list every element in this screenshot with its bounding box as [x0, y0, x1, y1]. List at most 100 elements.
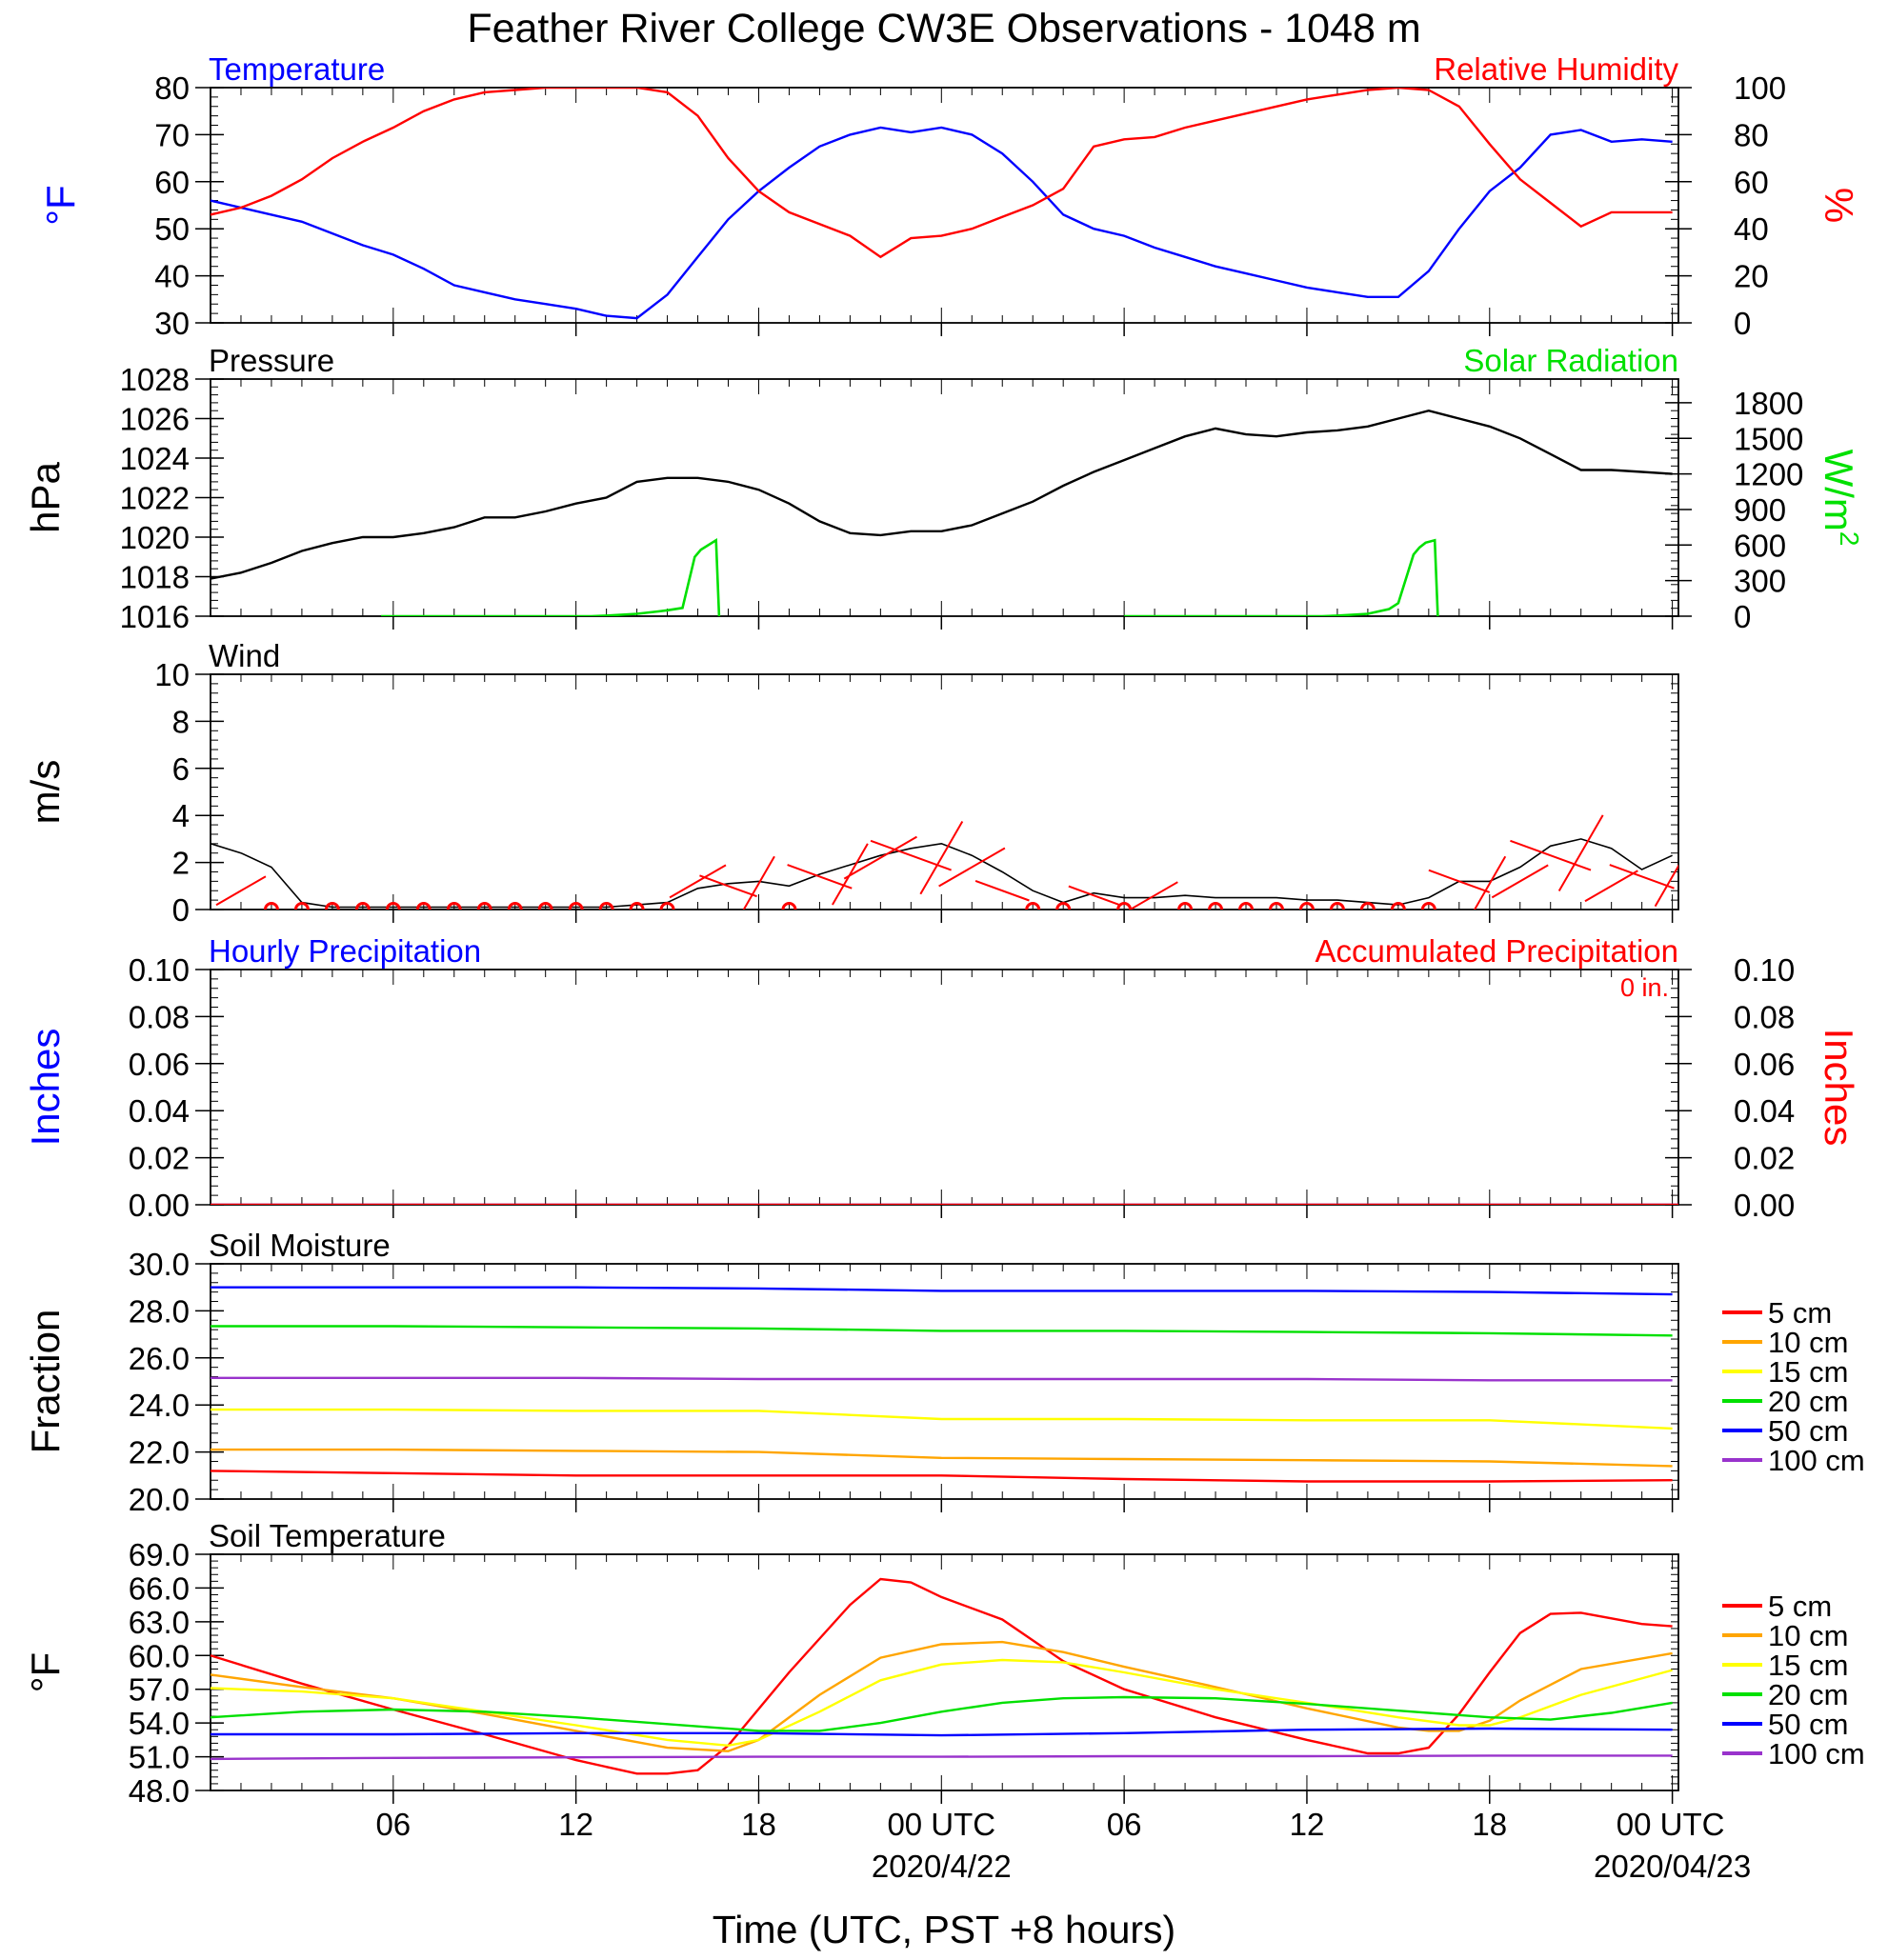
panel-title: Temperature [209, 51, 385, 87]
y-axis-label-right: % [1817, 188, 1861, 223]
y-tick-label: 28.0 [129, 1293, 190, 1329]
y-tick-label: 8 [172, 704, 190, 739]
panel-title: Soil Moisture [209, 1228, 391, 1263]
wind-barb [699, 874, 757, 898]
legend-label: 50 cm [1768, 1414, 1848, 1448]
series-line-50-cm [211, 1727, 1673, 1737]
y-axis-label-right: W/m2 [1817, 450, 1864, 547]
y-tick-label: 0.00 [129, 1188, 190, 1223]
wind-barb-calm [1390, 902, 1406, 910]
y-right-tick-label: 60 [1734, 165, 1769, 200]
wind-barb [1584, 870, 1638, 903]
y-tick-label: 1020 [120, 520, 190, 555]
y-tick-label: 40 [154, 259, 190, 294]
y-tick-label: 1018 [120, 560, 190, 595]
x-tick-label: 06 [375, 1807, 411, 1842]
wind-barb-calm [568, 902, 584, 910]
plot-frame [210, 1553, 1679, 1791]
plot-frame [210, 378, 1679, 617]
plot-frame [210, 969, 1679, 1206]
wind-barb [1654, 864, 1678, 908]
x-tick-date-label: 2020/04/23 [1594, 1849, 1751, 1884]
y-tick-label: 69.0 [129, 1537, 190, 1572]
wind-barb [1068, 885, 1119, 906]
wind-barb [974, 880, 1030, 902]
y-tick-label: 50 [154, 211, 190, 247]
plot-frame [210, 1263, 1679, 1500]
wind-barb-calm [507, 902, 523, 910]
y-right-tick-label: 20 [1734, 259, 1769, 294]
legend-label: 100 cm [1768, 1737, 1865, 1770]
panel-annotation: 0 in. [1620, 973, 1669, 1002]
y-tick-label: 20.0 [129, 1482, 190, 1517]
y-tick-label: 63.0 [129, 1605, 190, 1640]
y-tick-label: 0.08 [129, 999, 190, 1034]
y-tick-label: 26.0 [129, 1341, 190, 1376]
wind-barb-calm [781, 902, 797, 910]
panel-title: Hourly Precipitation [209, 933, 481, 969]
y-tick-label: 1022 [120, 481, 190, 516]
panel-title-right: Accumulated Precipitation [1315, 933, 1678, 969]
legend-label: 10 cm [1768, 1326, 1848, 1359]
y-tick-label: 60.0 [129, 1638, 190, 1673]
y-axis-label-right-main: % [1817, 188, 1861, 223]
series-line-wind-speed [211, 838, 1673, 909]
y-axis-label-right-sup: 2 [1835, 531, 1864, 547]
wind-barb [938, 847, 1006, 888]
series-group [211, 1577, 1673, 1775]
wind-barb [1131, 881, 1178, 910]
panel-title: Wind [209, 638, 280, 673]
y-right-tick-label: 40 [1734, 211, 1769, 247]
chart-title: Feather River College CW3E Observations … [467, 6, 1420, 51]
series-line-20-cm [211, 1695, 1673, 1732]
wind-barb [1473, 855, 1507, 910]
legend-label: 100 cm [1768, 1444, 1865, 1477]
series-group [211, 814, 1678, 910]
series-line-temperature [211, 126, 1673, 320]
y-tick-label: 10 [154, 657, 190, 692]
wind-barb-calm [385, 902, 401, 910]
y-tick-label: 0 [172, 892, 190, 928]
y-tick-label: 60 [154, 165, 190, 200]
y-right-tick-label: 0.02 [1734, 1141, 1795, 1176]
y-right-tick-label: 1500 [1734, 421, 1803, 456]
y-right-tick-label: 80 [1734, 117, 1769, 152]
wind-barb-calm [1359, 902, 1376, 910]
series-line-relative-humidity [211, 88, 1673, 259]
y-tick-label: 0.10 [129, 952, 190, 988]
y-tick-label: 1026 [120, 402, 190, 437]
series-line-5-cm [211, 1470, 1673, 1483]
y-tick-label: 2 [172, 846, 190, 881]
y-tick-label: 57.0 [129, 1672, 190, 1708]
wind-barb-calm [537, 902, 553, 910]
plot-frame [210, 673, 1679, 910]
y-right-tick-label: 0.06 [1734, 1047, 1795, 1082]
x-axis-label: Time (UTC, PST +8 hours) [713, 1908, 1175, 1951]
wind-barb-calm [1238, 902, 1255, 910]
plot-frame [210, 87, 1679, 324]
wind-barb-calm [1298, 902, 1315, 910]
y-right-tick-label: 0 [1734, 306, 1751, 341]
legend-label: 10 cm [1768, 1619, 1848, 1652]
series-line-15-cm [211, 1658, 1673, 1748]
panel-title-right: Relative Humidity [1434, 51, 1678, 87]
wind-barb [1491, 864, 1549, 899]
wind-barb-calm [1420, 902, 1436, 910]
wind-barb-calm [1268, 902, 1284, 910]
y-tick-label: 66.0 [129, 1570, 190, 1606]
series-line-5-cm [211, 1577, 1673, 1775]
wind-barb [669, 864, 727, 899]
y-tick-label: 24.0 [129, 1388, 190, 1423]
wind-barb [215, 875, 267, 907]
y-right-tick-label: 1800 [1734, 386, 1803, 421]
wind-barb [832, 843, 869, 906]
y-tick-label: 0.06 [129, 1047, 190, 1082]
wind-barb-calm [629, 902, 645, 910]
wind-barb-calm [324, 902, 340, 910]
y-axis-label-right-main: Inches [1817, 1029, 1861, 1147]
series-line-20-cm [211, 1325, 1673, 1337]
y-tick-label: 0.04 [129, 1093, 190, 1129]
y-right-tick-label: 0 [1734, 599, 1751, 634]
